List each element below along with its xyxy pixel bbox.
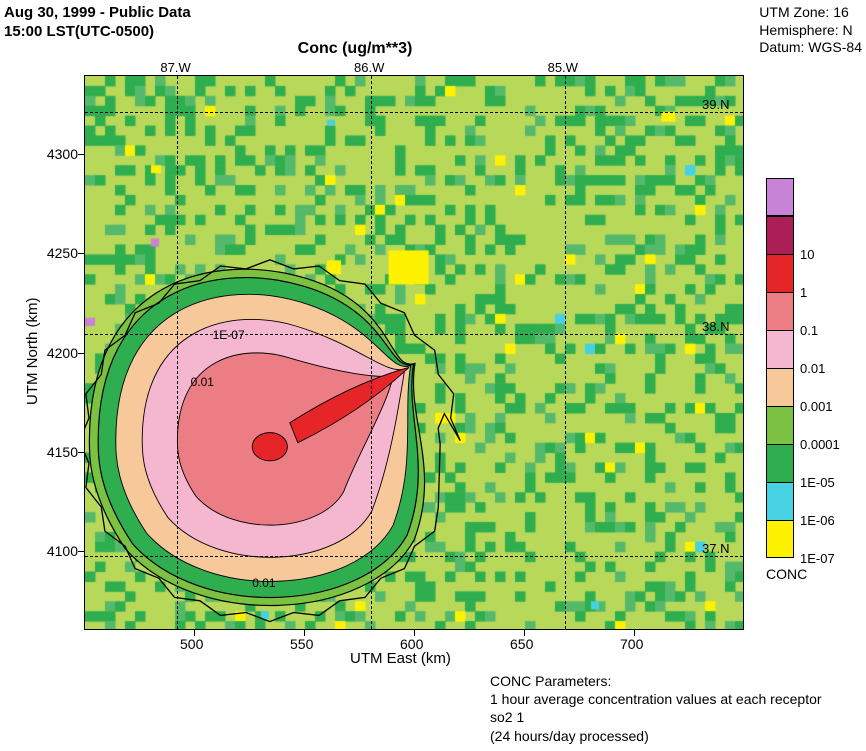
legend-row: 0.001	[766, 368, 856, 406]
lon-label: 85.W	[548, 60, 578, 75]
legend: 1010.10.010.0010.00011E-051E-061E-07CONC	[766, 178, 856, 582]
ytick	[78, 253, 84, 254]
contour-label: 0.01	[252, 576, 275, 590]
legend-swatch	[766, 406, 794, 444]
footer-line2: 1 hour average concentration values at e…	[490, 690, 822, 708]
datum: Datum: WGS-84	[759, 39, 862, 57]
legend-row: 0.1	[766, 292, 856, 330]
xtick-label: 550	[290, 636, 313, 652]
ytick	[78, 551, 84, 552]
hemisphere: Hemisphere: N	[759, 22, 862, 40]
contour-label: 1E-07	[213, 328, 245, 342]
lon-gridline	[565, 76, 566, 629]
legend-swatch	[766, 254, 794, 292]
footer: CONC Parameters: 1 hour average concentr…	[490, 672, 822, 745]
contour-1	[252, 433, 287, 461]
xaxis-title: UTM East (km)	[350, 650, 451, 667]
lat-gridline	[85, 556, 743, 557]
footer-line1: CONC Parameters:	[490, 672, 822, 690]
xtick-label: 650	[510, 636, 533, 652]
plot-area: 1E-07 0.01 0.01	[84, 75, 744, 630]
ytick	[78, 154, 84, 155]
ytick-label: 4250	[28, 245, 78, 261]
legend-swatch	[766, 368, 794, 406]
legend-swatch	[766, 178, 794, 216]
legend-label: 1E-07	[800, 551, 835, 566]
xtick-label: 500	[180, 636, 203, 652]
lat-gridline	[85, 112, 743, 113]
legend-row: 10	[766, 216, 856, 254]
ytick	[78, 353, 84, 354]
legend-swatch	[766, 520, 794, 558]
ytick-label: 4150	[28, 444, 78, 460]
legend-row: 0.0001	[766, 406, 856, 444]
legend-swatch	[766, 216, 794, 254]
lat-label: 39.N	[702, 97, 729, 112]
ytick-label: 4100	[28, 543, 78, 559]
chart-title: Conc (ug/m**3)	[275, 40, 435, 58]
xtick-label: 700	[620, 636, 643, 652]
legend-swatch	[766, 444, 794, 482]
lon-label: 86.W	[354, 60, 384, 75]
date-line: Aug 30, 1999 - Public Data	[4, 4, 191, 23]
footer-line3: so2 1	[490, 708, 822, 726]
plume-contours	[85, 76, 744, 630]
legend-row: 0.01	[766, 330, 856, 368]
legend-row: 1E-07	[766, 520, 856, 558]
contour-label: 0.01	[191, 375, 214, 389]
header-left: Aug 30, 1999 - Public Data 15:00 LST(UTC…	[4, 4, 191, 42]
legend-row	[766, 178, 856, 216]
ytick-label: 4300	[28, 146, 78, 162]
lon-gridline	[371, 76, 372, 629]
legend-swatch	[766, 482, 794, 520]
legend-swatch	[766, 292, 794, 330]
legend-row: 1	[766, 254, 856, 292]
header-right: UTM Zone: 16 Hemisphere: N Datum: WGS-84	[759, 4, 862, 57]
lon-label: 87.W	[160, 60, 190, 75]
ytick	[78, 452, 84, 453]
time-line: 15:00 LST(UTC-0500)	[4, 23, 191, 42]
footer-line4: (24 hours/day processed)	[490, 727, 822, 745]
legend-swatch	[766, 330, 794, 368]
utm-zone: UTM Zone: 16	[759, 4, 862, 22]
legend-row: 1E-06	[766, 482, 856, 520]
ytick-label: 4200	[28, 345, 78, 361]
lat-gridline	[85, 334, 743, 335]
lat-label: 37.N	[702, 541, 729, 556]
xtick-label: 600	[400, 636, 423, 652]
lat-label: 38.N	[702, 319, 729, 334]
legend-row: 1E-05	[766, 444, 856, 482]
lon-gridline	[177, 76, 178, 629]
legend-title: CONC	[766, 566, 856, 582]
